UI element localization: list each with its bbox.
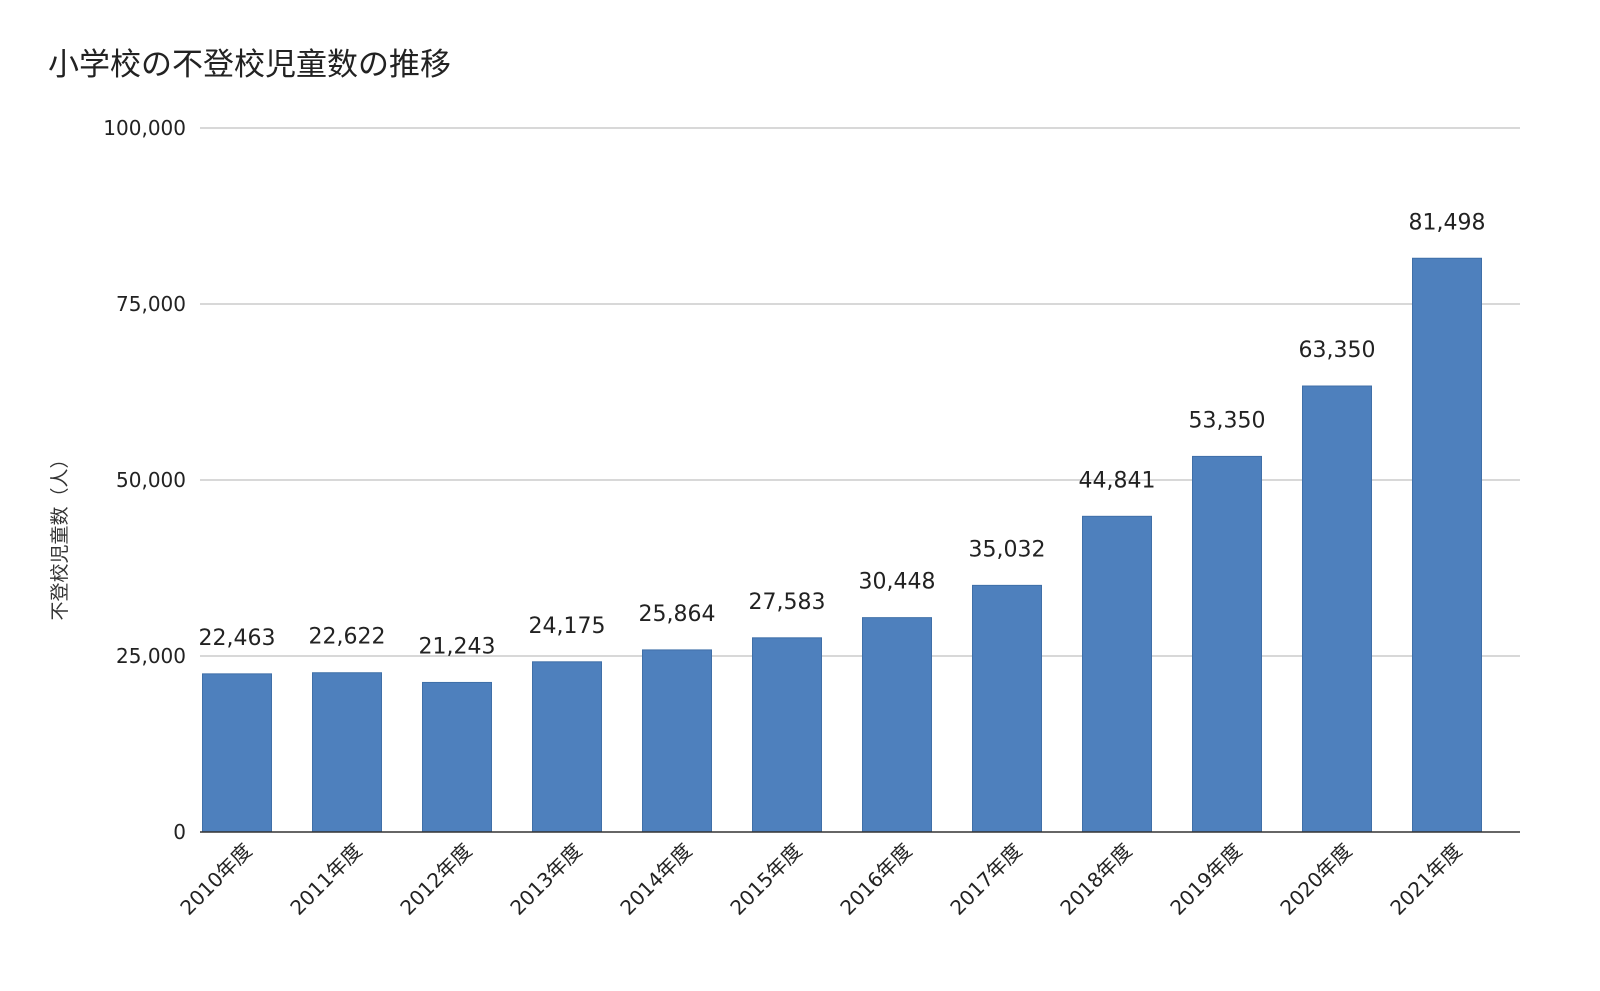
data-label: 27,583 [749,590,826,615]
data-label: 44,841 [1079,468,1156,493]
y-axis-title: 不登校児童数（人） [49,449,71,620]
bar [422,681,492,833]
x-tick-label: 2018年度 [1055,839,1136,920]
x-tick-label: 2015年度 [725,839,806,920]
y-tick-label: 50,000 [116,468,186,492]
bar [642,649,712,833]
bar [532,661,602,833]
data-labels: 22,463 22,622 21,243 24,175 25,864 27,583 30,4… [199,210,1486,659]
data-label: 21,243 [419,634,496,659]
data-label: 63,350 [1299,338,1376,363]
x-tick-label: 2010年度 [175,839,256,920]
bar [752,637,822,833]
x-tick-label: 2019年度 [1165,839,1246,920]
y-tick-label: 25,000 [116,644,186,668]
x-tick-label: 2016年度 [835,839,916,920]
bar [202,673,272,833]
gridlines [200,127,1520,657]
data-label: 35,032 [969,537,1046,562]
y-axis-ticks: 0 25,000 50,000 75,000 100,000 [103,116,186,844]
data-label: 22,463 [199,626,276,651]
bar [972,584,1042,833]
chart-title: 小学校の不登校児童数の推移 [48,47,451,83]
bar [1302,385,1372,833]
data-label: 25,864 [639,602,716,627]
x-tick-label: 2011年度 [285,839,366,920]
data-label: 22,622 [309,625,386,650]
x-tick-label: 2017年度 [945,839,1026,920]
bar [312,672,382,833]
x-tick-label: 2020年度 [1275,839,1356,920]
x-tick-label: 2013年度 [505,839,586,920]
bars [202,257,1482,833]
bar [862,617,932,833]
data-label: 30,448 [859,570,936,595]
bar [1082,515,1152,833]
bar [1192,455,1262,833]
data-label: 53,350 [1189,408,1266,433]
data-label: 81,498 [1409,210,1486,235]
y-tick-label: 0 [173,820,186,844]
x-tick-label: 2012年度 [395,839,476,920]
data-label: 24,175 [529,614,606,639]
x-tick-label: 2014年度 [615,839,696,920]
y-tick-label: 75,000 [116,292,186,316]
x-tick-label: 2021年度 [1385,839,1466,920]
y-tick-label: 100,000 [103,116,186,140]
bar [1412,257,1482,833]
x-axis-ticks: 2010年度 2011年度 2012年度 2013年度 2014年度 2015年度 2016… [175,839,1466,920]
